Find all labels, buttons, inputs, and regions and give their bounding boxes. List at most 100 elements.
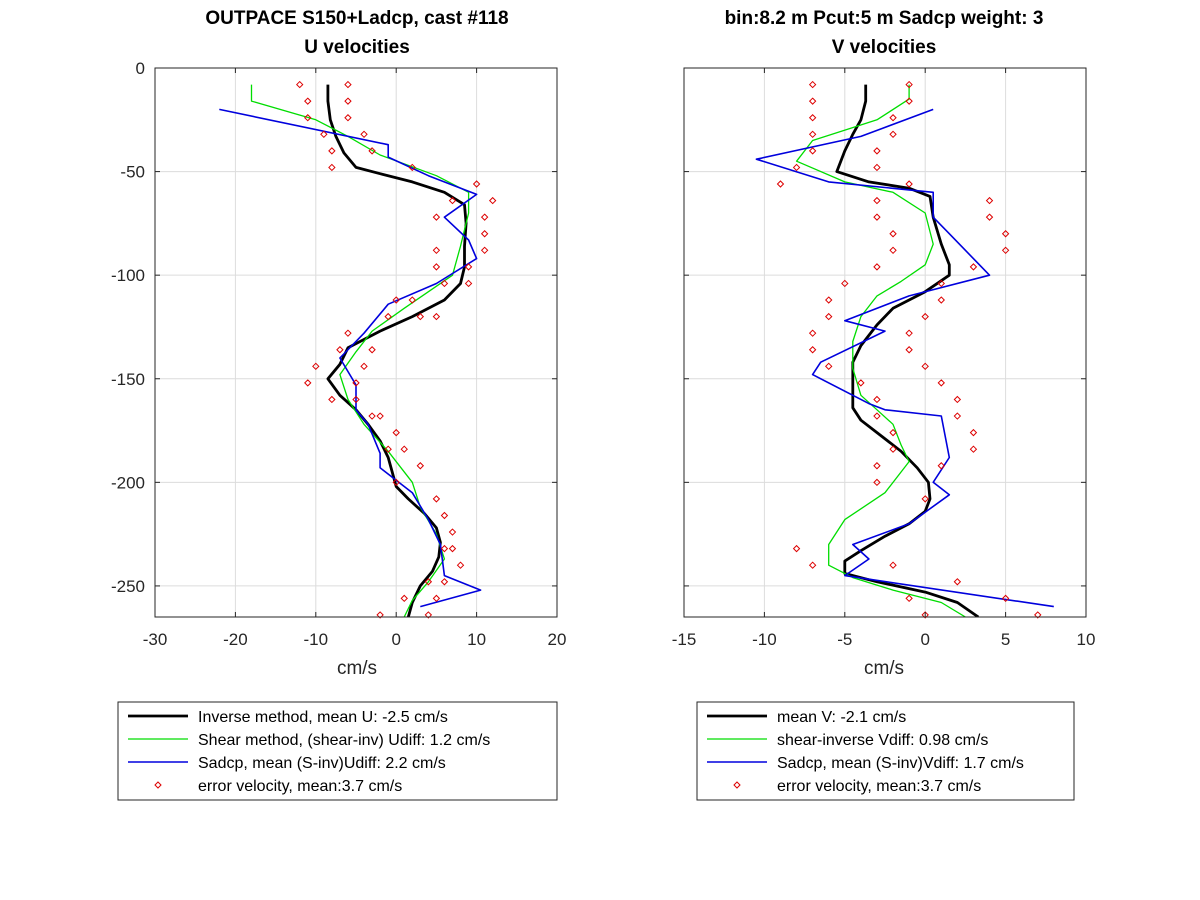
v-error-velocity-point (825, 312, 833, 321)
v-error-velocity-point (776, 180, 785, 188)
u-chart-title-line1: OUTPACE S150+Ladcp, cast #118 (205, 8, 508, 29)
u-error-velocity-point (392, 478, 400, 487)
u-error-velocity-point (480, 246, 489, 255)
u-x-tick-label: -20 (223, 630, 248, 649)
v-error-velocity-point (889, 561, 897, 569)
v-error-velocity-point (808, 130, 817, 139)
u-series-group (219, 80, 497, 619)
v-error-velocity-point (873, 395, 881, 404)
v-chart-title-line1: bin:8.2 m Pcut:5 m Sadcp weight: 3 (725, 8, 1044, 29)
u-error-velocity-point (432, 263, 441, 271)
u-error-velocity-point (480, 230, 489, 238)
v-error-velocity-point (792, 544, 801, 553)
v-series-inverse-line (835, 84, 980, 617)
u-axes-box (154, 67, 558, 618)
v-series-shear-line (795, 84, 966, 617)
u-y-tick-label: 0 (136, 59, 145, 78)
v-error-velocity-point (889, 428, 897, 437)
v-chart-title-line2: V velocities (832, 37, 937, 58)
u-error-velocity-point (400, 594, 408, 603)
v-error-velocity-point (889, 230, 897, 238)
u-y-tick-label: -100 (111, 266, 145, 285)
v-error-velocity-point (873, 213, 881, 221)
v-error-velocity-point (808, 147, 817, 155)
v-error-velocity-point (937, 296, 945, 304)
u-legend: Inverse method, mean U: -2.5 cm/s Shear m… (117, 701, 558, 801)
v-error-velocity-point (937, 462, 945, 470)
v-error-velocity-point (969, 428, 978, 437)
u-error-velocity-point (488, 196, 497, 205)
v-error-velocity-point (808, 97, 817, 105)
u-series-sadcp-line (219, 108, 482, 608)
u-error-velocity-point (448, 544, 457, 553)
u-error-velocity-point (432, 594, 441, 603)
v-error-velocity-point (1001, 230, 1010, 238)
u-error-velocity-point (432, 213, 441, 221)
u-error-velocity-point (408, 163, 416, 172)
v-error-velocity-point (921, 495, 929, 503)
v-error-velocity-point (905, 97, 913, 105)
u-velocity-panel: OUTPACE S150+Ladcp, cast #118 U velociti… (111, 8, 566, 801)
v-error-velocity-point (808, 114, 817, 122)
v-x-axis-label: cm/s (864, 658, 904, 679)
v-error-velocity-point (937, 379, 945, 387)
v-x-tick-label: -10 (752, 630, 777, 649)
v-error-velocity-point (873, 478, 881, 487)
u-x-axis-label: cm/s (337, 658, 377, 679)
v-series-group (755, 80, 1054, 619)
u-error-velocity-point (440, 279, 449, 288)
u-error-velocity-point (440, 544, 449, 553)
u-error-velocity-point (384, 445, 392, 453)
v-error-velocity-point (905, 346, 913, 354)
v-axes-box (683, 67, 1087, 618)
v-error-velocity-point (953, 412, 962, 420)
v-legend-label-sadcp: Sadcp, mean (S-inv)Vdiff: 1.7 cm/s (777, 755, 1024, 772)
u-error-velocity-point (376, 611, 384, 619)
v-error-velocity-point (921, 312, 929, 321)
v-legend-box (696, 701, 1075, 801)
u-error-velocity-point (464, 279, 473, 288)
v-x-tick-label: 10 (1077, 630, 1096, 649)
u-legend-label-inverse: Inverse method, mean U: -2.5 cm/s (198, 709, 448, 726)
v-error-velocity-point (1001, 246, 1010, 255)
u-y-tick-label: -150 (111, 370, 145, 389)
u-error-velocity-point (312, 362, 320, 371)
v-velocity-panel: bin:8.2 m Pcut:5 m Sadcp weight: 3 V vel… (672, 8, 1096, 801)
u-error-velocity-point (344, 97, 352, 105)
v-error-velocity-point (841, 279, 849, 288)
v-error-velocity-point (889, 246, 897, 255)
v-error-velocity-point (953, 395, 962, 404)
v-error-velocity-point (873, 462, 881, 470)
v-legend-label-inverse: mean V: -2.1 cm/s (777, 709, 906, 726)
u-error-velocity-point (368, 147, 376, 155)
v-error-velocity-point (808, 329, 817, 337)
u-y-tick-label: -200 (111, 473, 145, 492)
v-error-velocity-point (1001, 594, 1010, 603)
v-error-velocity-point (825, 362, 833, 371)
u-error-velocity-point (360, 130, 368, 139)
v-error-velocity-point (825, 296, 833, 304)
v-x-tick-label: 0 (920, 630, 929, 649)
u-legend-box (117, 701, 558, 801)
u-error-velocity-point (368, 346, 376, 354)
v-error-velocity-point (873, 147, 881, 155)
v-error-velocity-point (889, 130, 897, 139)
u-x-tick-label: 0 (391, 630, 400, 649)
u-x-tick-label: -10 (304, 630, 329, 649)
v-error-velocity-point (985, 213, 994, 221)
u-error-velocity-point (328, 163, 336, 172)
v-error-velocity-point (905, 329, 913, 337)
u-legend-label-error: error velocity, mean:3.7 cm/s (198, 778, 402, 795)
u-error-velocity-point (416, 462, 425, 470)
u-error-velocity-point (424, 578, 433, 586)
v-error-velocity-point (1034, 611, 1042, 619)
u-series-inverse-line (326, 84, 468, 617)
v-error-velocity-point (953, 578, 962, 586)
v-error-velocity-point (969, 263, 978, 271)
u-error-velocity-point (480, 213, 489, 221)
v-x-tick-label: -5 (837, 630, 852, 649)
v-series-sadcp-line (755, 108, 1054, 608)
u-error-velocity-point (320, 130, 328, 139)
v-error-velocity-point (808, 346, 817, 354)
v-error-velocity-point (905, 80, 913, 89)
